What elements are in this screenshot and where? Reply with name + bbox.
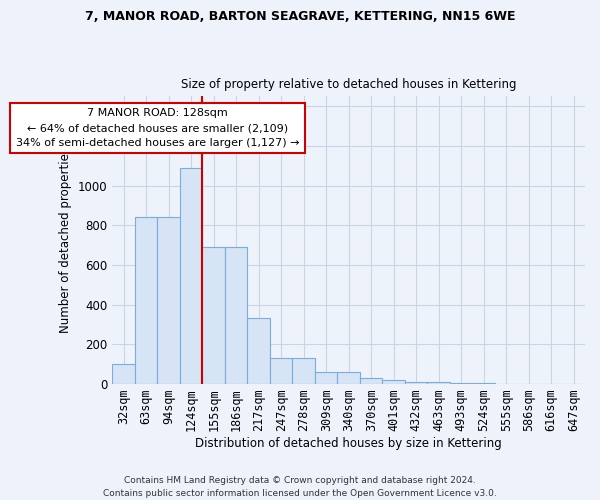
Text: Contains HM Land Registry data © Crown copyright and database right 2024.
Contai: Contains HM Land Registry data © Crown c…: [103, 476, 497, 498]
Bar: [180, 168, 202, 384]
Bar: [427, 382, 450, 384]
Y-axis label: Number of detached properties: Number of detached properties: [59, 147, 72, 333]
X-axis label: Distribution of detached houses by size in Kettering: Distribution of detached houses by size …: [196, 437, 502, 450]
Bar: [292, 358, 315, 384]
Bar: [157, 218, 180, 384]
Bar: [112, 364, 135, 384]
Text: 7 MANOR ROAD: 128sqm
← 64% of detached houses are smaller (2,109)
34% of semi-de: 7 MANOR ROAD: 128sqm ← 64% of detached h…: [16, 108, 299, 148]
Bar: [360, 378, 382, 384]
Bar: [135, 218, 157, 384]
Bar: [202, 247, 225, 384]
Text: 7, MANOR ROAD, BARTON SEAGRAVE, KETTERING, NN15 6WE: 7, MANOR ROAD, BARTON SEAGRAVE, KETTERIN…: [85, 10, 515, 23]
Bar: [405, 382, 427, 384]
Bar: [315, 372, 337, 384]
Bar: [225, 247, 247, 384]
Bar: [247, 318, 270, 384]
Bar: [472, 383, 495, 384]
Title: Size of property relative to detached houses in Kettering: Size of property relative to detached ho…: [181, 78, 517, 91]
Bar: [382, 380, 405, 384]
Bar: [450, 383, 472, 384]
Bar: [337, 372, 360, 384]
Bar: [270, 358, 292, 384]
